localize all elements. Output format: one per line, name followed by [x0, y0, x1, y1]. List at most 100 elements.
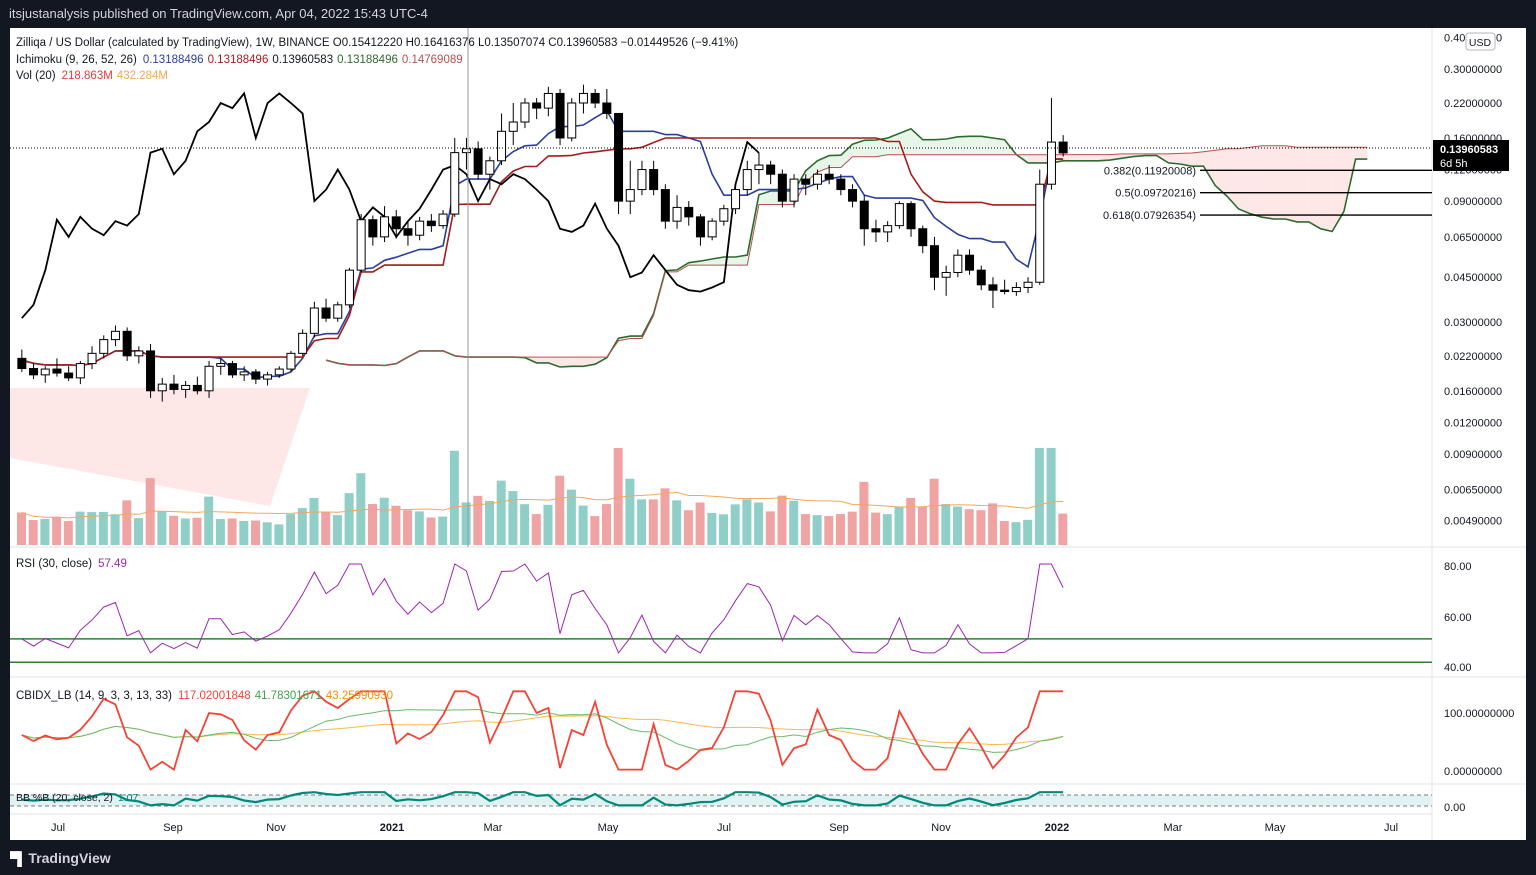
candle-body: [239, 371, 249, 376]
cloud-segment: [1028, 154, 1040, 163]
cloud-segment: [1191, 151, 1204, 167]
time-tick: Nov: [931, 822, 951, 834]
volume-bar: [239, 520, 249, 545]
volume-bar: [602, 504, 611, 545]
candle-body: [602, 102, 612, 114]
chart-svg[interactable]: 0.382(0.11920008) 0.5(0.09720216) 0.618(0.…: [10, 28, 1526, 840]
candle-body: [520, 102, 530, 123]
candle-body: [777, 173, 787, 202]
volume-bar: [356, 473, 366, 545]
cloud-segment: [829, 155, 841, 168]
volume-bar: [613, 448, 623, 545]
candle-body: [742, 169, 752, 191]
rsi-name: RSI (30, close): [16, 558, 92, 570]
volume-bar: [496, 480, 506, 545]
volume-bar: [321, 511, 331, 545]
volume-bar: [953, 506, 962, 545]
candle-body: [64, 372, 74, 379]
candle-body: [17, 357, 27, 370]
time-tick: Sep: [829, 822, 849, 834]
kijun-sen-line: [21, 137, 1064, 367]
volume-bar: [17, 512, 26, 545]
candle-body: [110, 330, 120, 341]
candle-body: [988, 284, 998, 291]
candle-body: [380, 216, 390, 238]
candle-body: [578, 92, 588, 104]
cbidx-axis[interactable]: 100.00000000 0.00000000: [1444, 708, 1514, 778]
candle-body: [625, 189, 635, 202]
candle-body: [836, 178, 846, 191]
cloud-segment: [922, 139, 935, 155]
candles: [17, 84, 1068, 402]
vol-v1: 432.284M: [117, 70, 168, 82]
ichimoku-lines: [21, 91, 1368, 379]
volume-bar: [391, 505, 401, 545]
volume-bar: [368, 503, 377, 545]
cloud-segment: [875, 138, 888, 157]
volume-bar: [578, 505, 588, 545]
price-tick: 0.04500000: [1444, 272, 1502, 284]
volume-bar: [508, 491, 518, 545]
price-tick: 0.06500000: [1444, 232, 1502, 244]
volume-bar: [461, 502, 471, 545]
volume-bar: [590, 516, 600, 545]
chart-area[interactable]: 0.382(0.11920008) 0.5(0.09720216) 0.618(0.…: [10, 28, 1526, 840]
volume-bar: [157, 511, 167, 545]
tradingview-logo[interactable]: ▀▌ TradingView: [10, 850, 111, 866]
bb-band-fill: [10, 795, 1432, 806]
volume-bar: [169, 515, 179, 545]
volume-bar: [379, 497, 389, 545]
candle-body: [461, 148, 471, 154]
candle-body: [929, 245, 939, 278]
volume-bar: [414, 511, 424, 545]
candle-body: [415, 220, 425, 236]
candle-body: [543, 92, 553, 109]
volume-bar: [332, 515, 342, 545]
price-tick: 0.02200000: [1444, 351, 1502, 363]
volume-bar: [192, 517, 202, 545]
cloud-segment: [1098, 154, 1110, 161]
svg-text:RSI (30, close)57.49: RSI (30, close) 57.49: [16, 558, 127, 570]
candle-body: [649, 169, 659, 191]
volume-bar: [719, 514, 728, 545]
candle-body: [403, 228, 413, 236]
time-tick: Mar: [1164, 822, 1183, 834]
cbidx-slow-line: [21, 715, 1064, 746]
candle-body: [309, 307, 319, 334]
currency-badge[interactable]: USD: [1465, 32, 1496, 51]
candle-body: [684, 206, 694, 218]
volume-bar: [800, 514, 810, 545]
candle-body: [824, 173, 834, 180]
candle-body: [1011, 286, 1021, 293]
candle-body: [918, 228, 928, 247]
volume-bar: [134, 518, 143, 545]
bb-axis[interactable]: 0.00: [1444, 802, 1465, 814]
cloud-segment: [1074, 154, 1087, 161]
cloud-segment: [1297, 147, 1309, 222]
volume-bar: [1023, 519, 1033, 545]
rsi-axis[interactable]: 80.00 60.00 40.00: [1444, 561, 1472, 674]
rsi-pane: [10, 563, 1432, 664]
volume-bar: [859, 481, 869, 545]
price-axis[interactable]: 0.400000000.300000000.220000000.16000000…: [1444, 32, 1502, 527]
candle-body: [157, 383, 167, 392]
cloud-segment: [1285, 145, 1298, 222]
volume-bar: [262, 522, 272, 545]
time-axis[interactable]: Jul Sep Nov 2021 Mar May Jul Sep Nov 2022 Mar May Ju…: [51, 822, 1398, 834]
volume-bar: [426, 517, 436, 545]
cloud-segment: [560, 357, 572, 367]
candle-body: [146, 350, 156, 392]
cbidx-pane: [21, 690, 1064, 772]
volume-bar: [824, 516, 834, 545]
time-tick: 2021: [380, 822, 404, 834]
cloud-segment: [946, 136, 958, 155]
candle-body: [859, 200, 869, 230]
candle-body: [941, 271, 951, 278]
svg-text:Ichimoku (9, 26, 52, 26)0.1318: Ichimoku (9, 26, 52, 26) 0.13188496 0.1318…: [16, 54, 463, 66]
candle-body: [368, 219, 378, 238]
publisher-line: itsjustanalysis published on TradingView…: [9, 6, 428, 21]
candle-body: [485, 160, 495, 175]
volume-ma-line: [21, 491, 1064, 519]
volume-bar: [28, 520, 38, 545]
